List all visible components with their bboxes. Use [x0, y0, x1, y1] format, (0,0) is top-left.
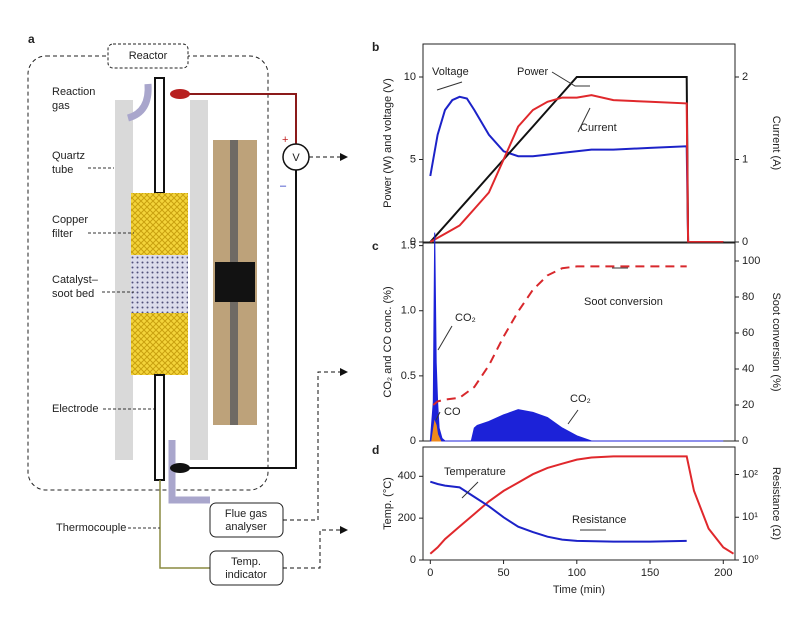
- reactor-box: [107, 43, 189, 69]
- annotation-arrow: [567, 409, 579, 425]
- y2-tick-label: 100: [742, 255, 760, 267]
- series-line: [429, 232, 724, 442]
- y-tick-label: 1.5: [401, 240, 416, 252]
- copper-filter: [131, 313, 188, 375]
- annotation: Current: [580, 122, 617, 134]
- y2-tick-label: 10¹: [742, 511, 758, 523]
- annotation-arrow: [437, 325, 453, 351]
- clip: [170, 89, 190, 99]
- annotation-arrow: [551, 71, 590, 87]
- series-line: [431, 419, 442, 442]
- y2-tick-label: 80: [742, 291, 754, 303]
- electrode-label: Electrode: [52, 403, 98, 415]
- minus-label: –: [280, 180, 287, 192]
- y2-axis-label: Soot conversion (%): [770, 292, 782, 391]
- flue-gas-label: Flue gas analyser: [225, 508, 268, 533]
- x-tick-label: 100: [568, 567, 586, 579]
- y2-tick-label: 2: [742, 71, 748, 83]
- wire-plus: [180, 93, 297, 144]
- series-line: [429, 480, 687, 543]
- y-tick-label: 400: [398, 470, 416, 482]
- annotation: CO₂: [455, 312, 476, 324]
- reactor-label: Reactor: [129, 50, 168, 62]
- y2-tick-label: 60: [742, 327, 754, 339]
- y-tick-label: 1.0: [401, 305, 416, 317]
- y-tick-label: 200: [398, 512, 416, 524]
- y2-tick-label: 10²: [742, 468, 758, 480]
- temp-indicator-label: Temp. indicator: [225, 556, 267, 581]
- photo-band: [215, 262, 255, 302]
- reaction-gas-label: Reaction gas: [52, 86, 95, 112]
- signal-arrow: [283, 526, 348, 569]
- y2-tick-label: 0: [742, 435, 748, 447]
- copper-label: Copper filter: [52, 214, 88, 240]
- quartz-left: [115, 100, 133, 460]
- x-tick-label: 200: [714, 567, 732, 579]
- annotation: CO: [444, 406, 461, 418]
- series-line: [432, 265, 687, 406]
- annotation: Voltage: [432, 66, 469, 78]
- plot-frame: [422, 43, 736, 243]
- y-tick-label: 0: [410, 554, 416, 566]
- panel-label: b: [372, 40, 379, 54]
- y2-tick-label: 1: [742, 153, 748, 165]
- x-tick-label: 150: [641, 567, 659, 579]
- series-line: [429, 76, 724, 243]
- catalyst-label: Catalyst– soot bed: [52, 274, 99, 300]
- voltmeter-label: V: [292, 152, 300, 164]
- copper-filter: [131, 193, 188, 255]
- electrode-bottom: [154, 374, 165, 481]
- series-line: [429, 455, 735, 555]
- annotation: Temperature: [444, 466, 506, 478]
- x-tick-label: 0: [427, 567, 433, 579]
- thermocouple-label: Thermocouple: [56, 522, 126, 534]
- annotation-arrow: [435, 411, 441, 421]
- gas-out-arrow: [168, 440, 210, 504]
- y-tick-label: 10: [404, 71, 416, 83]
- electrode-top: [154, 77, 165, 194]
- y-axis-label: Temp. (°C): [382, 477, 394, 530]
- panel-label: d: [372, 443, 379, 457]
- y2-tick-label: 0: [742, 236, 748, 248]
- diagram: a Reactor V + – Flue gas analyser Temp. in…: [27, 32, 348, 586]
- y2-tick-label: 20: [742, 399, 754, 411]
- y-tick-label: 0.5: [401, 370, 416, 382]
- series-line: [429, 95, 724, 243]
- wire-minus: [180, 170, 297, 469]
- plot-frame: [422, 242, 736, 442]
- panel-label: a: [28, 32, 35, 46]
- annotation: CO₂: [570, 393, 591, 405]
- annotation-arrow: [436, 81, 463, 91]
- catalyst-bed: [131, 255, 188, 313]
- y2-tick-label: 10⁰: [742, 554, 759, 566]
- clip: [170, 463, 190, 473]
- signal-arrow: [283, 368, 348, 521]
- y2-axis-label: Resistance (Ω): [770, 467, 782, 540]
- y-tick-label: 0: [410, 435, 416, 447]
- y-tick-label: 0: [410, 236, 416, 248]
- y2-tick-label: 40: [742, 363, 754, 375]
- x-tick-label: 50: [497, 567, 509, 579]
- series-line: [429, 94, 724, 243]
- quartz-right: [190, 100, 208, 460]
- gas-in-arrow: [126, 83, 152, 122]
- y-tick-label: 5: [410, 153, 416, 165]
- quartz-label: Quartz tube: [52, 150, 85, 176]
- y-axis-label: CO₂ and CO conc. (%): [382, 286, 394, 397]
- thermocouple-wire: [159, 480, 210, 569]
- annotation: Soot conversion: [584, 296, 663, 308]
- annotation: Resistance: [572, 514, 626, 526]
- panel-label: c: [372, 239, 379, 253]
- plus-label: +: [282, 134, 288, 146]
- annotation-arrow: [461, 481, 479, 499]
- y2-axis-label: Current (A): [770, 116, 782, 170]
- plot-frame: [422, 446, 736, 561]
- x-axis-label: Time (min): [553, 584, 605, 596]
- annotation: Power: [517, 66, 549, 78]
- y-axis-label: Power (W) and voltage (V): [382, 78, 394, 208]
- annotation-arrow: [577, 107, 591, 133]
